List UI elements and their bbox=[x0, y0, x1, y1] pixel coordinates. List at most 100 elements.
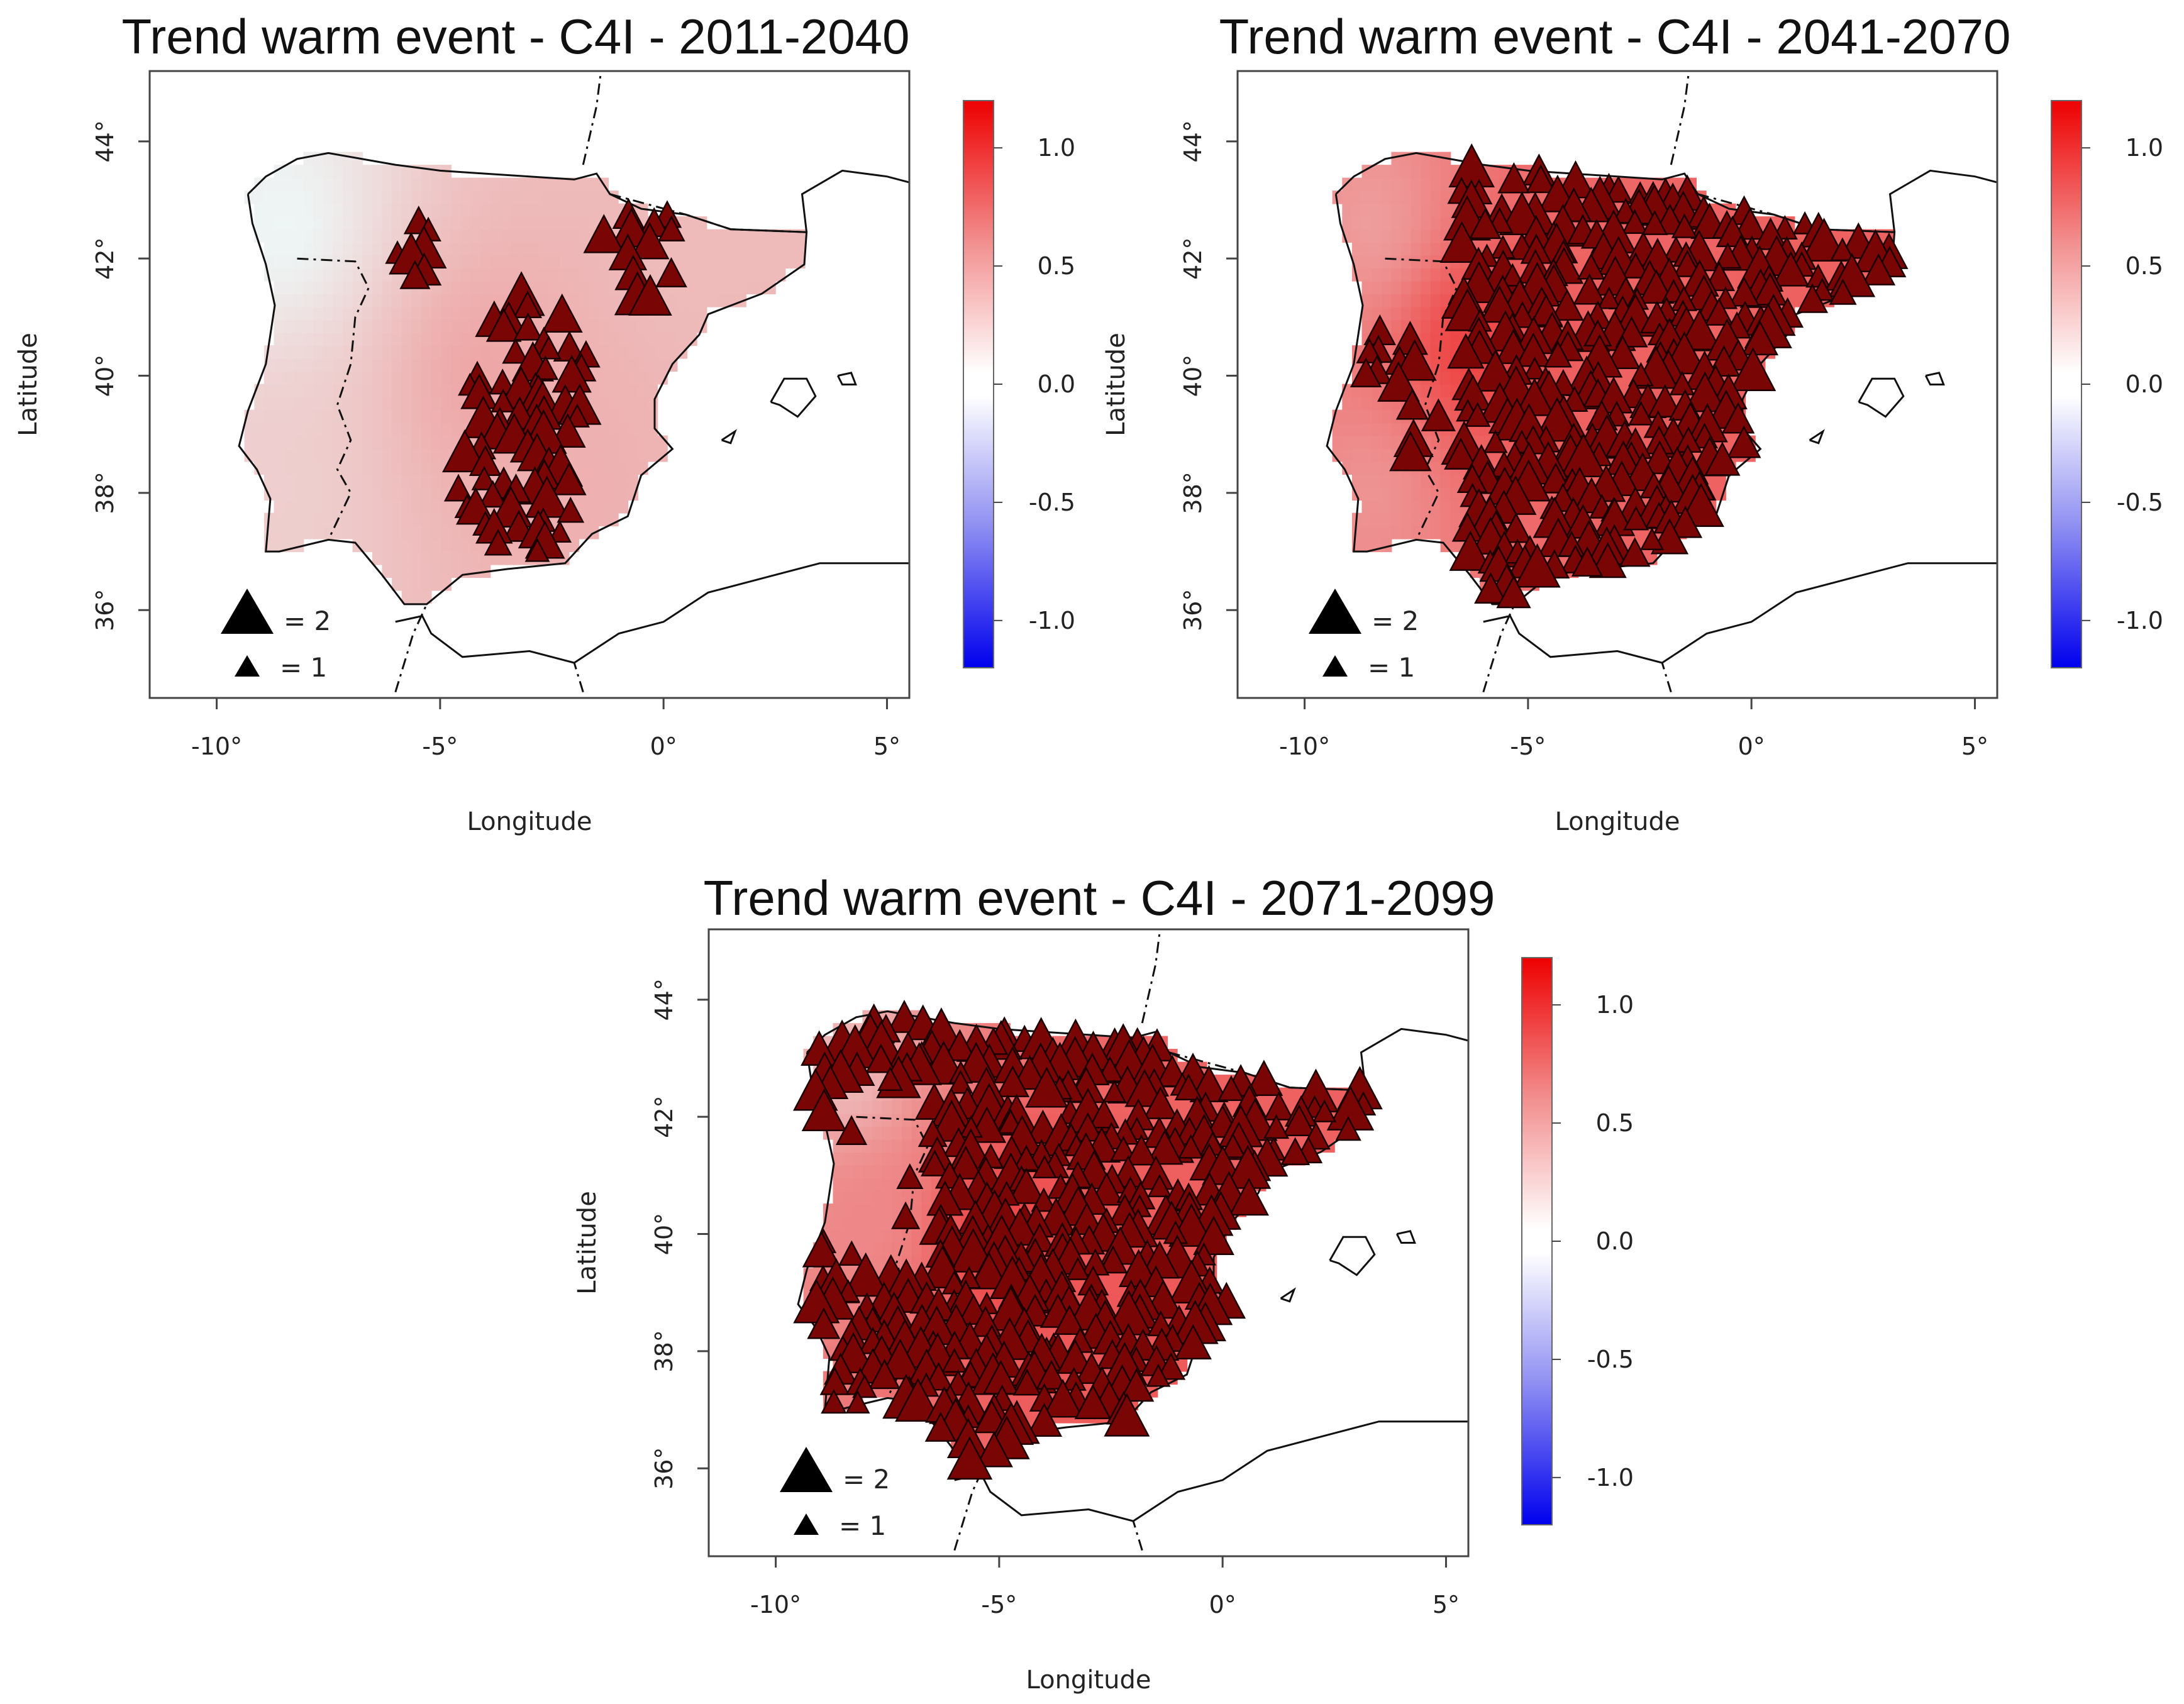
colorbar-tick-label: 0.5 bbox=[1038, 252, 1075, 280]
plot-frame bbox=[148, 70, 911, 699]
legend-small-marker bbox=[235, 655, 260, 677]
trend-marker bbox=[443, 473, 474, 502]
trend-marker bbox=[1244, 1059, 1283, 1097]
trend-marker bbox=[1543, 340, 1572, 368]
trend-marker bbox=[896, 1163, 924, 1189]
x-axis-label: Longitude bbox=[467, 807, 592, 836]
trend-marker bbox=[1219, 1132, 1246, 1158]
legend-small-label: = 1 bbox=[1368, 652, 1415, 683]
x-tick-label: 0° bbox=[1738, 733, 1765, 760]
trend-marker bbox=[1597, 286, 1621, 309]
trend-marker bbox=[1156, 1352, 1186, 1380]
trend-marker bbox=[1861, 253, 1896, 285]
trend-marker bbox=[807, 1307, 841, 1339]
colorbar-tick-label: 1.0 bbox=[1596, 991, 1634, 1019]
marker-legend: = 2= 1 bbox=[780, 1447, 890, 1541]
trend-marker bbox=[1627, 401, 1655, 426]
chart-title: Trend warm event - C4I - 2011-2040 bbox=[122, 9, 910, 64]
trend-marker bbox=[1449, 530, 1492, 571]
x-axis: -10° -5° 0° 5° Longitude bbox=[750, 1556, 1460, 1695]
plot-frame bbox=[707, 928, 1470, 1557]
trend-marker bbox=[1174, 1073, 1203, 1100]
colorbar-tick-label: -1.0 bbox=[1587, 1464, 1634, 1491]
trend-marker bbox=[1178, 1134, 1204, 1159]
x-tick-label: 5° bbox=[1433, 1591, 1460, 1618]
colorbar-tick-label: -0.5 bbox=[2117, 489, 2163, 516]
y-axis-label: Latitude bbox=[1102, 333, 1131, 436]
trend-marker bbox=[1395, 388, 1429, 420]
trend-marker bbox=[1280, 1137, 1311, 1166]
trend-markers bbox=[1350, 143, 1909, 609]
x-tick-label: -10° bbox=[1279, 733, 1330, 760]
trend-marker bbox=[1550, 289, 1584, 321]
trend-marker bbox=[524, 538, 550, 562]
trend-marker bbox=[1031, 1187, 1057, 1212]
trend-marker bbox=[1464, 402, 1491, 427]
legend-small-marker bbox=[1322, 655, 1348, 677]
trend-marker bbox=[1439, 221, 1484, 263]
trend-marker bbox=[1621, 209, 1648, 235]
trend-marker bbox=[502, 338, 529, 364]
colorbar-tick-label: 0.0 bbox=[1038, 370, 1075, 398]
x-tick-label: 5° bbox=[1961, 733, 1988, 760]
y-tick-label: 38° bbox=[1179, 472, 1207, 514]
trend-marker bbox=[1571, 546, 1604, 577]
trend-marker bbox=[1673, 250, 1702, 277]
trend-marker bbox=[1444, 437, 1478, 470]
trend-marker bbox=[1704, 297, 1734, 326]
trend-marker bbox=[838, 1240, 865, 1266]
coastlines bbox=[238, 71, 909, 693]
trend-marker bbox=[549, 412, 586, 448]
colorbar-tick-label: 1.0 bbox=[2126, 134, 2163, 162]
trend-marker bbox=[1483, 429, 1508, 453]
trend-marker bbox=[1098, 1245, 1128, 1274]
trend-marker bbox=[442, 429, 488, 473]
y-axis-label: Latitude bbox=[14, 333, 43, 436]
trend-marker bbox=[1065, 1256, 1090, 1280]
x-tick-label: -5° bbox=[1510, 733, 1546, 760]
x-tick-label: 5° bbox=[873, 733, 901, 760]
marker-legend: = 2 = 1 bbox=[1309, 589, 1419, 683]
trend-marker bbox=[1628, 362, 1654, 387]
trend-marker bbox=[552, 355, 592, 393]
trend-marker bbox=[948, 1070, 973, 1094]
y-tick-label: 44° bbox=[91, 120, 119, 162]
trend-marker bbox=[921, 1149, 949, 1176]
trend-marker bbox=[629, 221, 670, 260]
y-tick-label: 40° bbox=[91, 355, 119, 397]
trend-marker bbox=[865, 1043, 897, 1073]
trend-marker bbox=[835, 1115, 868, 1146]
trend-marker bbox=[1053, 1305, 1085, 1336]
trend-marker bbox=[1389, 431, 1432, 472]
trend-marker bbox=[1514, 543, 1561, 588]
trend-marker bbox=[821, 1388, 847, 1414]
trend-marker bbox=[1604, 175, 1633, 203]
trend-marker bbox=[491, 389, 516, 412]
colorbar-gradient bbox=[1521, 957, 1553, 1525]
trend-marker bbox=[879, 1338, 922, 1380]
y-tick-label: 36° bbox=[1179, 589, 1207, 631]
legend-small-label: = 1 bbox=[280, 652, 327, 683]
trend-marker bbox=[845, 1390, 870, 1414]
x-tick-label: -5° bbox=[422, 733, 458, 760]
x-tick-label: -10° bbox=[750, 1591, 801, 1618]
colorbar: 1.0 0.5 0.0 -0.5 -1.0 bbox=[963, 100, 1075, 668]
trend-marker bbox=[1088, 1098, 1120, 1129]
trend-marker bbox=[1421, 398, 1456, 431]
x-axis-label: Longitude bbox=[1555, 807, 1680, 836]
legend-large-label: = 2 bbox=[1372, 606, 1419, 636]
trend-marker bbox=[1496, 575, 1531, 609]
trend-marker bbox=[1619, 537, 1651, 567]
trend-marker bbox=[1074, 1384, 1112, 1420]
trend-marker bbox=[1573, 273, 1606, 305]
trend-marker bbox=[1714, 242, 1742, 269]
x-axis-label: Longitude bbox=[1026, 1666, 1151, 1695]
colorbar-tick-label: -1.0 bbox=[2117, 607, 2163, 634]
colorbar-gradient bbox=[2051, 100, 2082, 668]
marker-legend: = 2= 1 bbox=[221, 589, 331, 683]
plot-frame bbox=[1236, 70, 1998, 699]
trend-marker bbox=[536, 335, 562, 360]
trend-marker bbox=[1110, 1136, 1137, 1161]
trend-marker bbox=[1036, 1359, 1067, 1390]
